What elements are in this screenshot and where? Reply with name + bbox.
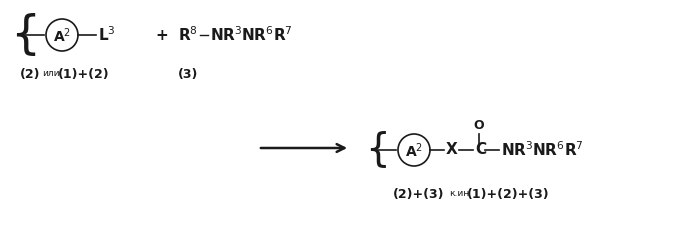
Text: (3): (3) <box>178 68 199 81</box>
Text: NR$^3$NR$^6$R$^7$: NR$^3$NR$^6$R$^7$ <box>501 141 584 159</box>
Text: C: C <box>475 143 486 157</box>
Text: R$^8$: R$^8$ <box>178 26 198 44</box>
Text: L$^3$: L$^3$ <box>98 26 116 44</box>
Text: X: X <box>446 143 458 157</box>
Text: или: или <box>42 69 59 78</box>
Text: (2)+(3): (2)+(3) <box>393 188 445 201</box>
Text: +: + <box>155 28 168 42</box>
Text: A$^2$: A$^2$ <box>53 27 71 45</box>
Text: $\{$: $\{$ <box>365 130 387 170</box>
Text: NR$^3$NR$^6$R$^7$: NR$^3$NR$^6$R$^7$ <box>210 26 293 44</box>
Text: (1)+(2)+(3): (1)+(2)+(3) <box>467 188 549 201</box>
Text: $\{$: $\{$ <box>10 12 36 59</box>
Text: к.ин: к.ин <box>449 189 469 198</box>
Text: O: O <box>474 119 484 132</box>
Text: (2): (2) <box>20 68 41 81</box>
Text: (1)+(2): (1)+(2) <box>58 68 110 81</box>
Text: A$^2$: A$^2$ <box>405 142 423 160</box>
